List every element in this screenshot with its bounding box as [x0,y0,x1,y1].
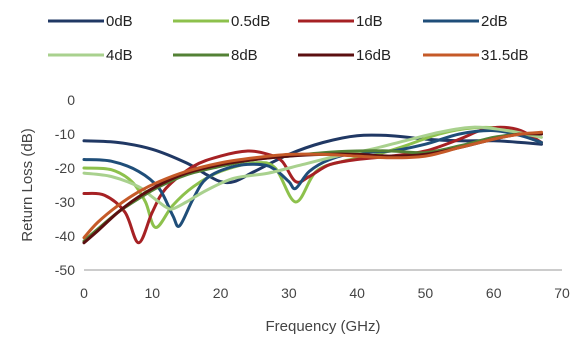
legend-label: 0dB [106,13,133,30]
legend-label: 0.5dB [231,13,270,30]
series-line-31-5db [82,130,543,240]
series-line-2db [82,129,543,228]
legend-item: 2dB [423,13,508,30]
x-tick-label: 20 [213,285,229,301]
series-line-1db [82,125,543,245]
legend-item: 4dB [48,47,133,64]
series-line-4db [82,125,543,211]
legend-item: 16dB [298,47,391,64]
legend-label: 4dB [106,47,133,64]
y-tick-label: -40 [55,228,75,244]
x-axis-title: Frequency (GHz) [265,318,380,335]
x-tick-label: 50 [418,285,434,301]
x-tick-label: 60 [486,285,502,301]
legend-item: 8dB [173,47,258,64]
x-tick-labels: 0 10 20 30 40 50 60 70 [80,285,570,301]
y-axis-title: Return Loss (dB) [19,128,36,241]
legend-item: 1dB [298,13,383,30]
x-tick-label: 10 [144,285,160,301]
x-tick-label: 70 [554,285,570,301]
y-tick-label: -30 [55,194,75,210]
legend-item: 0.5dB [173,13,270,30]
series-layer [82,125,543,245]
legend: 0dB 0.5dB 1dB 2dB 4dB 8dB 16dB 31.5dB [48,13,529,64]
x-tick-label: 0 [80,285,88,301]
x-tick-label: 40 [349,285,365,301]
x-tick-label: 30 [281,285,297,301]
legend-label: 2dB [481,13,508,30]
legend-label: 1dB [356,13,383,30]
legend-item: 31.5dB [423,47,529,64]
y-tick-label: 0 [67,92,75,108]
legend-label: 31.5dB [481,47,529,64]
y-tick-label: -10 [55,126,75,142]
legend-item: 0dB [48,13,133,30]
y-tick-label: -20 [55,160,75,176]
legend-label: 8dB [231,47,258,64]
plot-area: 0 -10 -20 -30 -40 -50 0 10 20 30 40 50 60 70 [55,92,570,301]
y-tick-labels: 0 -10 -20 -30 -40 -50 [55,92,75,278]
legend-label: 16dB [356,47,391,64]
y-tick-label: -50 [55,262,75,278]
